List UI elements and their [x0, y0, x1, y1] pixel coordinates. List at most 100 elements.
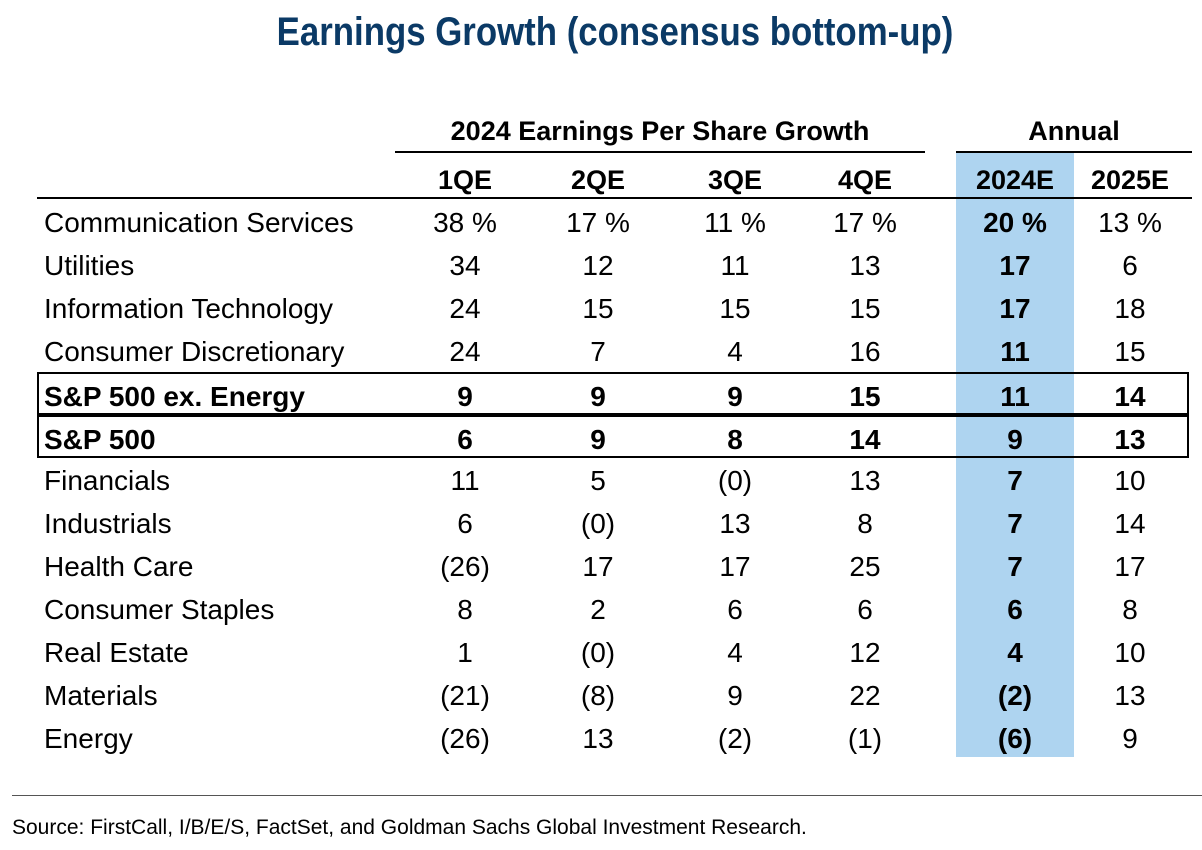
table-cell-4qe: (1): [847, 723, 883, 754]
column-header-3qe: 3QE: [707, 165, 763, 195]
row-label: S&P 500: [44, 424, 156, 455]
table-cell-4qe: 25: [849, 551, 881, 582]
table-row: Industrials 6 (0) 13 8 7 14: [0, 501, 1202, 544]
table-cell-3qe: 9: [727, 381, 743, 412]
table-row: Health Care (26) 17 17 25 7 17: [0, 544, 1202, 587]
table-cell-3qe: 11 %: [704, 207, 766, 238]
row-label: Energy: [44, 723, 133, 754]
table-row: Materials (21) (8) 9 22 (2) 13: [0, 673, 1202, 716]
table-cell-2qe: 2: [590, 594, 606, 625]
table-cell-2024e: 6: [1007, 594, 1023, 625]
table-cell-2025e: 14: [1114, 508, 1146, 539]
table-cell-2025e: 13: [1114, 680, 1146, 711]
table-cell-1qe: 9: [457, 381, 473, 412]
table-cell-3qe: 6: [727, 594, 743, 625]
group-underline-quarterly: [395, 151, 925, 153]
table-cell-4qe: 15: [849, 293, 881, 324]
row-label: Industrials: [44, 508, 172, 539]
table-cell-2qe: (0): [580, 508, 616, 539]
table-row: Utilities 34 12 11 13 17 6: [0, 243, 1202, 286]
table-cell-1qe: (26): [440, 551, 490, 582]
table-cell-2025e: 13: [1114, 424, 1146, 455]
header-rule: [37, 197, 1192, 199]
table-cell-3qe: (0): [717, 465, 753, 496]
table-cell-4qe: 8: [857, 508, 873, 539]
table-cell-3qe: 8: [727, 424, 743, 455]
chart-title: Earnings Growth (consensus bottom-up): [276, 10, 954, 54]
table-cell-3qe: 9: [727, 680, 743, 711]
table-cell-2024e: 11: [1000, 381, 1030, 412]
table-cell-4qe: 13: [849, 465, 881, 496]
row-label: Consumer Staples: [44, 594, 275, 625]
table-cell-1qe: 11: [450, 465, 480, 496]
row-label: Information Technology: [44, 293, 333, 324]
table-cell-3qe: 11: [720, 250, 750, 281]
row-label: S&P 500 ex. Energy: [44, 381, 305, 412]
table-cell-2024e: 4: [1007, 637, 1023, 668]
row-label: Materials: [44, 680, 158, 711]
table-row: Consumer Discretionary 24 7 4 16 11 15: [0, 329, 1202, 372]
table-cell-2qe: 12: [582, 250, 614, 281]
table-row: Information Technology 24 15 15 15 17 18: [0, 286, 1202, 329]
table-cell-2qe: 5: [590, 465, 606, 496]
table-cell-4qe: 6: [857, 594, 873, 625]
table-cell-2024e: (6): [997, 723, 1033, 754]
table-cell-1qe: 24: [449, 336, 481, 367]
table-cell-1qe: 8: [457, 594, 473, 625]
table-cell-1qe: 6: [457, 424, 473, 455]
table-cell-3qe: 17: [719, 551, 751, 582]
table-cell-2qe: 15: [582, 293, 614, 324]
table-cell-2024e: 17: [999, 250, 1031, 281]
table-cell-2qe: 9: [590, 424, 606, 455]
table-cell-4qe: 17 %: [833, 207, 897, 238]
table-cell-4qe: 14: [849, 424, 881, 455]
group-header-quarterly: 2024 Earnings Per Share Growth: [450, 116, 870, 146]
highlight-band-2024e: [956, 152, 1074, 757]
table-cell-2025e: 15: [1114, 336, 1146, 367]
table-cell-2024e: (2): [997, 680, 1033, 711]
table-cell-2024e: 11: [1000, 336, 1030, 367]
table-cell-2025e: 10: [1114, 465, 1146, 496]
row-label: Utilities: [44, 250, 135, 281]
table-cell-2024e: 9: [1007, 424, 1023, 455]
table-cell-2025e: 17: [1114, 551, 1146, 582]
table-cell-2qe: (8): [580, 680, 616, 711]
table-row: Consumer Staples 8 2 6 6 6 8: [0, 587, 1202, 630]
table-cell-2qe: (0): [580, 637, 616, 668]
table-cell-2qe: 13: [582, 723, 614, 754]
table-cell-3qe: 15: [719, 293, 751, 324]
table-cell-2qe: 17: [582, 551, 614, 582]
row-label: Financials: [44, 465, 171, 496]
table-row: Energy (26) 13 (2) (1) (6) 9: [0, 716, 1202, 759]
table-cell-2024e: 7: [1007, 465, 1023, 496]
table-cell-2025e: 10: [1114, 637, 1146, 668]
row-label: Health Care: [44, 551, 194, 582]
column-header-4qe: 4QE: [837, 165, 893, 195]
table-cell-2025e: 6: [1122, 250, 1138, 281]
table-cell-2qe: 7: [590, 336, 606, 367]
table-cell-4qe: 16: [849, 336, 881, 367]
table-row: Financials 11 5 (0) 13 7 10: [0, 458, 1202, 501]
table-cell-4qe: 13: [849, 250, 881, 281]
table-cell-2025e: 18: [1114, 293, 1146, 324]
table-cell-3qe: 4: [727, 637, 743, 668]
table-cell-2qe: 9: [590, 381, 606, 412]
table-cell-3qe: (2): [717, 723, 753, 754]
group-header-annual: Annual: [1028, 116, 1120, 146]
table-cell-2024e: 20 %: [983, 207, 1047, 238]
column-header-2qe: 2QE: [570, 165, 626, 195]
table-cell-1qe: (26): [440, 723, 490, 754]
table-cell-2qe: 17 %: [566, 207, 630, 238]
table-cell-1qe: 34: [449, 250, 481, 281]
table-cell-1qe: 38 %: [433, 207, 497, 238]
column-header-2024e: 2024E: [975, 165, 1055, 195]
source-note: Source: FirstCall, I/B/E/S, FactSet, and…: [12, 816, 807, 839]
table-cell-1qe: (21): [440, 680, 490, 711]
table-cell-2025e: 8: [1122, 594, 1138, 625]
table-cell-1qe: 24: [449, 293, 481, 324]
footer-rule: [12, 795, 1202, 796]
table-row: Communication Services 38 % 17 % 11 % 17 % 20…: [0, 200, 1202, 243]
table-cell-2025e: 9: [1122, 723, 1138, 754]
table-cell-1qe: 1: [457, 637, 473, 668]
table-cell-1qe: 6: [457, 508, 473, 539]
